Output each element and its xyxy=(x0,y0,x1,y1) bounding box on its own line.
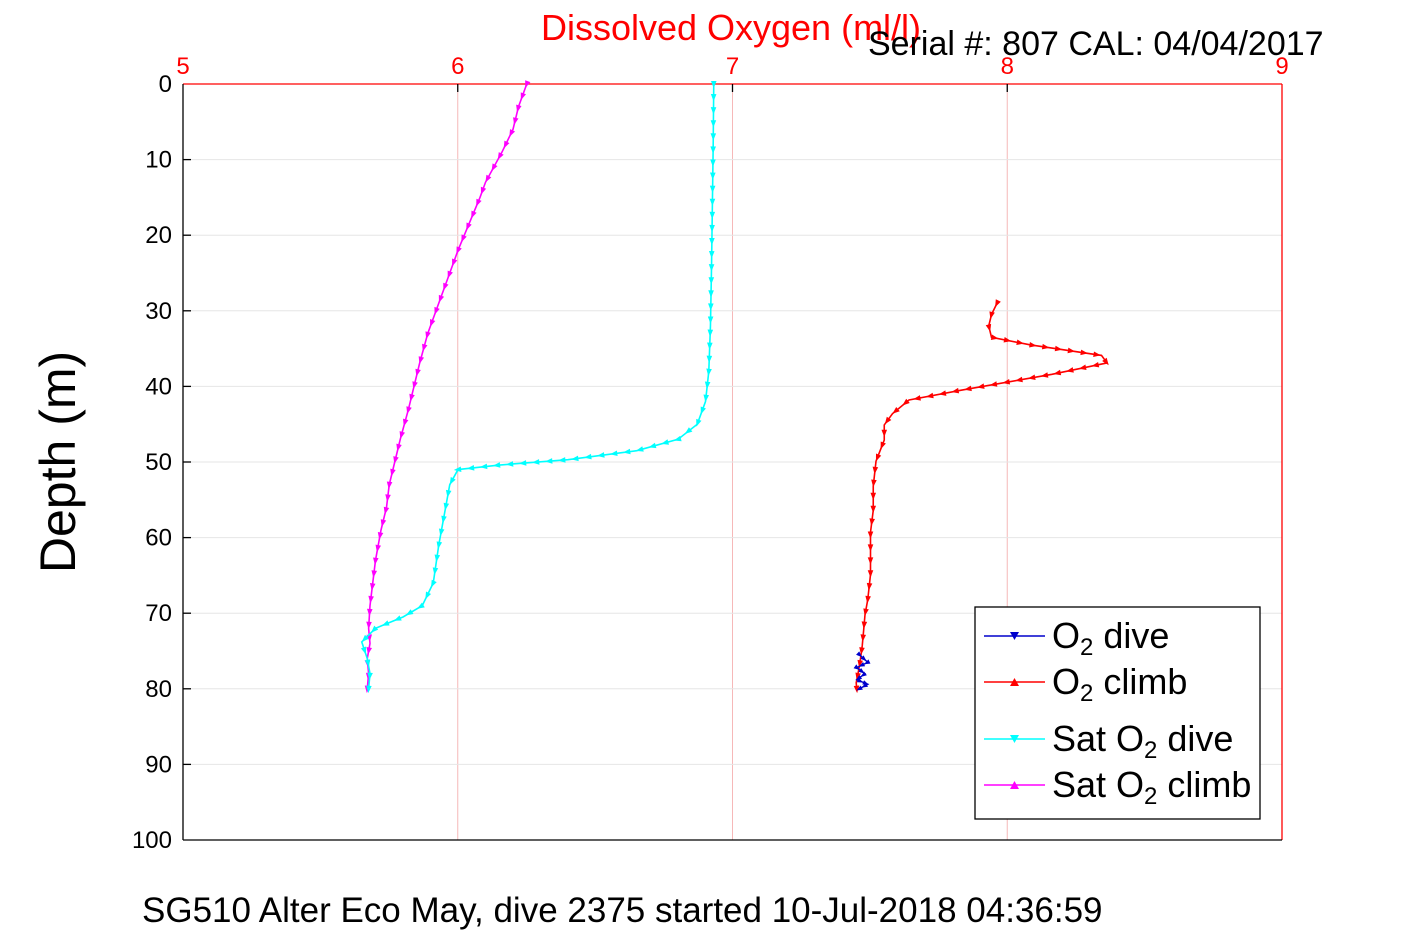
svg-text:7: 7 xyxy=(726,53,739,80)
svg-text:SG510 Alter Eco May, dive 2375: SG510 Alter Eco May, dive 2375 started 1… xyxy=(142,891,1103,930)
svg-text:70: 70 xyxy=(145,600,172,627)
svg-text:5: 5 xyxy=(176,53,189,80)
svg-text:80: 80 xyxy=(145,676,172,703)
svg-text:Depth (m): Depth (m) xyxy=(30,351,86,573)
svg-text:40: 40 xyxy=(145,373,172,400)
svg-text:Dissolved Oxygen (ml/l): Dissolved Oxygen (ml/l) xyxy=(541,7,921,48)
svg-text:60: 60 xyxy=(145,525,172,552)
svg-text:O2 climb: O2 climb xyxy=(1052,661,1187,707)
svg-text:Serial #: 807 CAL: 04/04/2017: Serial #: 807 CAL: 04/04/2017 xyxy=(868,25,1324,63)
svg-text:10: 10 xyxy=(145,147,172,174)
svg-text:90: 90 xyxy=(145,751,172,778)
svg-text:30: 30 xyxy=(145,298,172,325)
svg-text:O2 dive: O2 dive xyxy=(1052,615,1169,661)
svg-text:6: 6 xyxy=(451,53,464,80)
svg-text:50: 50 xyxy=(145,449,172,476)
svg-text:100: 100 xyxy=(132,827,172,854)
svg-text:20: 20 xyxy=(145,222,172,249)
svg-text:Sat O2 dive: Sat O2 dive xyxy=(1052,718,1233,764)
svg-text:0: 0 xyxy=(159,71,172,98)
